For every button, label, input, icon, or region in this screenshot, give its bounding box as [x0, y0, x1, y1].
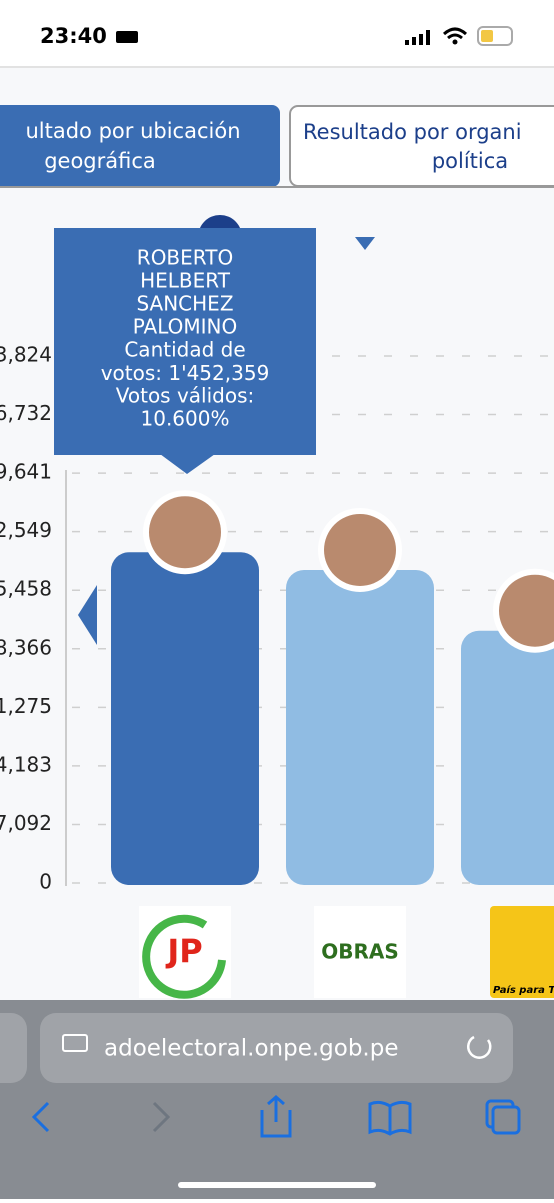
- back-button[interactable]: [31, 1101, 50, 1133]
- sleep-icon: [116, 31, 138, 43]
- y-tick-label: 257,092: [0, 811, 52, 835]
- tooltip-pointer: [160, 454, 215, 474]
- tooltip-line: Votos válidos:: [116, 384, 255, 408]
- dropdown-caret[interactable]: [355, 237, 375, 250]
- battery: [477, 26, 513, 46]
- y-tick-label: 0: [39, 870, 52, 894]
- tooltip-name: ROBERTO: [137, 246, 233, 270]
- bar: [286, 569, 434, 885]
- bar: [111, 552, 259, 885]
- tooltip-value: 1'452,359: [168, 361, 269, 385]
- wifi-icon: [442, 27, 468, 40]
- logo-text: País para To: [493, 984, 554, 996]
- tooltip-line: Cantidad de: [124, 338, 245, 362]
- candidate-face: [324, 513, 396, 586]
- tooltip-line: 10.600%: [141, 407, 230, 431]
- tooltip: [54, 228, 316, 455]
- url: adoelectoral.onpe.gob.pe: [104, 1036, 399, 1062]
- reload-icon[interactable]: [467, 1035, 492, 1059]
- party-logo: [314, 906, 406, 998]
- battery-level: [481, 30, 493, 42]
- tab[interactable]: [289, 105, 554, 187]
- prev-tab-pill[interactable]: [0, 1013, 27, 1083]
- signal-icon: [405, 30, 430, 45]
- tooltip-name: HELBERT: [140, 269, 231, 293]
- candidate-face: [499, 574, 554, 647]
- url-field[interactable]: [40, 1013, 513, 1083]
- tooltip-caption: votos:: [101, 361, 162, 385]
- status-bar: [0, 0, 554, 66]
- logo-ring: [142, 914, 226, 999]
- y-tick-label: 1,799,641: [0, 460, 52, 484]
- tooltip-line: votos: 1'452,359: [101, 361, 270, 385]
- wifi-dot: [452, 39, 458, 45]
- share-button[interactable]: [260, 1095, 292, 1138]
- tab-label: política: [432, 149, 508, 173]
- bookmarks-button[interactable]: [368, 1100, 412, 1136]
- page-icon: [62, 1034, 88, 1052]
- tab-label: Resultado por organi: [303, 120, 522, 144]
- party-logo: [490, 906, 554, 998]
- forward-button[interactable]: [152, 1101, 171, 1133]
- y-tick-label: 2,056,732: [0, 401, 52, 425]
- y-tick-label: 2,313,824: [0, 343, 52, 367]
- candidate-face: [149, 496, 221, 569]
- home-indicator: [178, 1182, 376, 1188]
- y-tick-label: 514,183: [0, 752, 52, 776]
- tooltip-name: SANCHEZ: [136, 292, 233, 316]
- logo-text: OBRAS: [321, 940, 399, 964]
- y-tick-label: 771,275: [0, 694, 52, 718]
- y-tick-label: 1,028,366: [0, 635, 52, 659]
- tab-label: ultado por ubicación: [25, 119, 240, 143]
- tab-active[interactable]: [0, 105, 280, 187]
- logo-text: JP: [165, 932, 202, 970]
- scroll-left-arrow[interactable]: [78, 585, 97, 645]
- tooltip-name: PALOMINO: [133, 315, 238, 339]
- clock: 23:40: [40, 24, 107, 48]
- y-tick-label: 1,285,458: [0, 577, 52, 601]
- tabs-button-front: [491, 1105, 521, 1135]
- bar: [461, 630, 554, 885]
- y-tick-label: 1,542,549: [0, 518, 52, 542]
- tab-label: geográfica: [44, 149, 156, 173]
